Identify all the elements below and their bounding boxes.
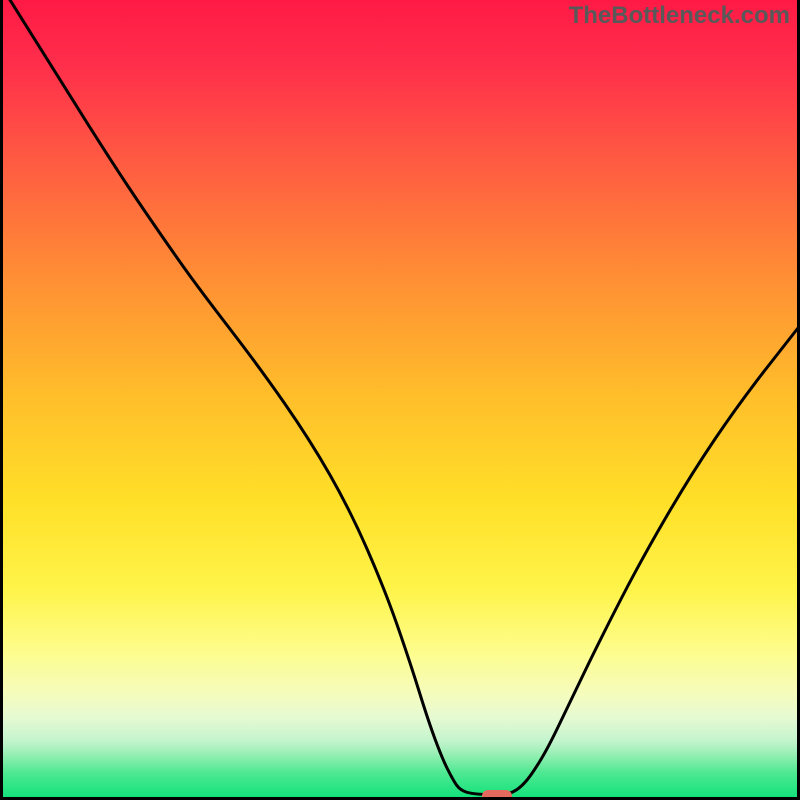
axis-left xyxy=(0,0,3,800)
bottleneck-chart: TheBottleneck.com xyxy=(0,0,800,800)
watermark-text: TheBottleneck.com xyxy=(569,2,790,30)
curve-layer xyxy=(0,0,800,800)
bottleneck-curve xyxy=(5,0,798,795)
